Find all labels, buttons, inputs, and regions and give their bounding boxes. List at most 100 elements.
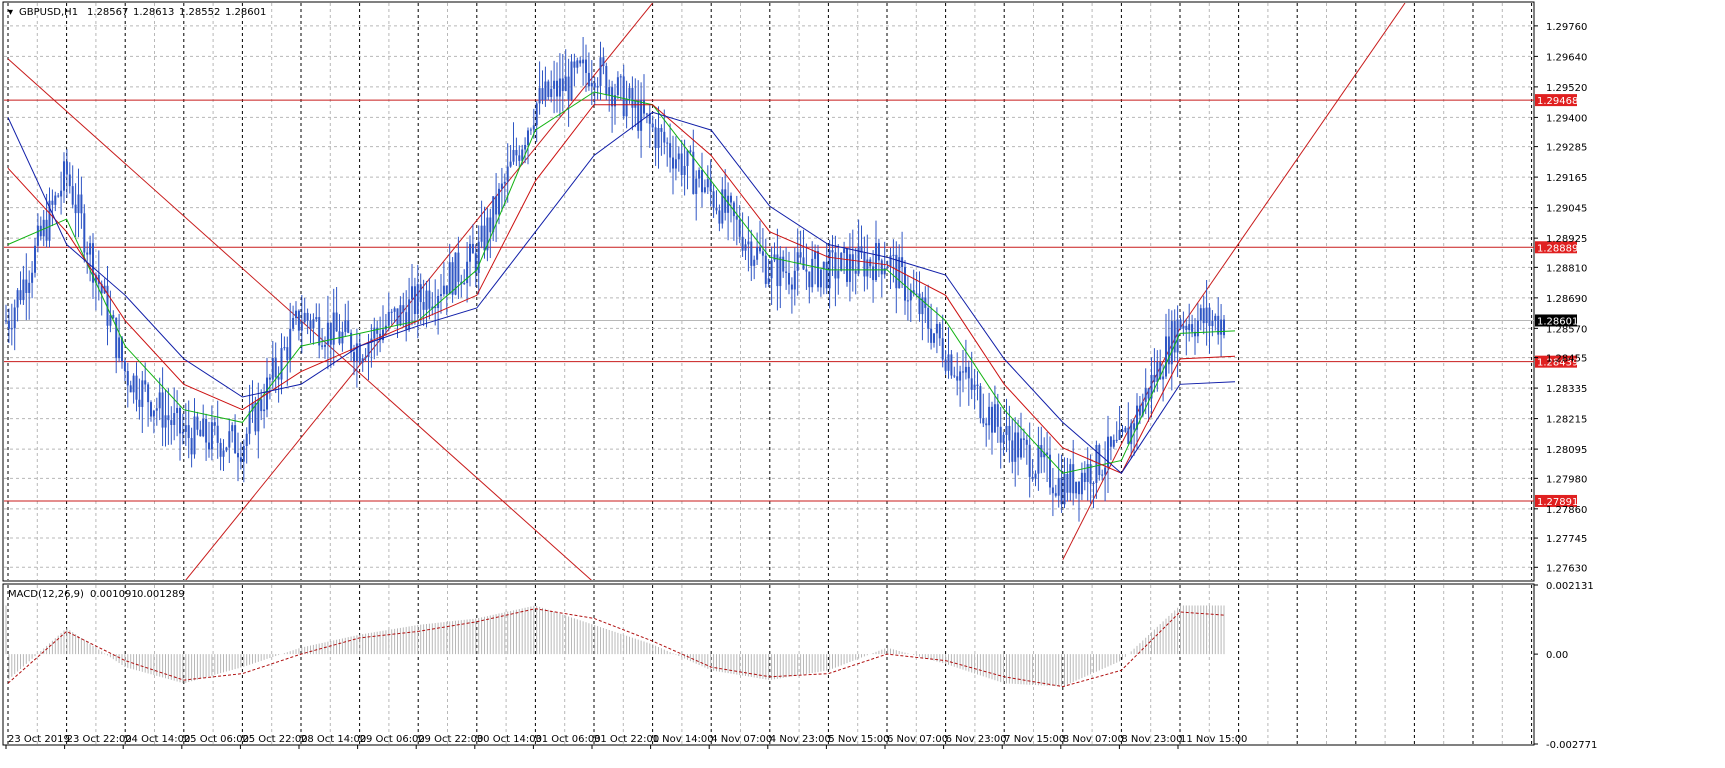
- candle-body: [637, 100, 640, 131]
- candle-body: [234, 425, 237, 454]
- candle-body: [161, 392, 164, 428]
- candle-body: [71, 186, 74, 205]
- candle-body: [309, 320, 312, 329]
- candle-body: [1165, 336, 1167, 377]
- candle-body: [341, 331, 344, 344]
- candle-body: [277, 377, 280, 380]
- candle-body: [735, 216, 738, 220]
- candle-body: [1182, 325, 1185, 329]
- candle-body: [199, 429, 202, 437]
- time-tick-label: 8 Nov 07:00: [1063, 734, 1124, 745]
- candle-body: [500, 183, 503, 189]
- candle-body: [164, 415, 167, 428]
- candle-body: [1051, 487, 1054, 494]
- candle-body: [318, 317, 321, 346]
- candle-body: [790, 284, 793, 290]
- candle-body: [602, 57, 605, 67]
- candle-body: [1014, 432, 1017, 462]
- candle-body: [179, 407, 181, 434]
- candle-body: [202, 418, 205, 437]
- candle-body: [1223, 319, 1225, 336]
- candle-body: [480, 225, 483, 242]
- candle-body: [793, 270, 796, 290]
- candle-body: [909, 290, 912, 301]
- candle-body: [184, 425, 187, 432]
- candle-body: [616, 77, 619, 96]
- candle-body: [387, 311, 390, 326]
- level-price-tag: [1535, 355, 1577, 368]
- candle-body: [666, 142, 669, 144]
- symbol-dropdown-icon[interactable]: ▾: [8, 7, 13, 18]
- candle-body: [973, 384, 976, 390]
- candle-body: [831, 250, 834, 253]
- candle-body: [1121, 429, 1124, 432]
- candle-body: [457, 252, 460, 282]
- candle-body: [573, 61, 576, 68]
- candle-body: [811, 258, 814, 288]
- candle-body: [866, 259, 869, 277]
- candle-body: [237, 453, 239, 458]
- trendline[interactable]: [1179, 3, 1406, 329]
- candle-body: [254, 402, 257, 432]
- price-tick-label: 1.29285: [1546, 143, 1587, 154]
- candle-body: [147, 384, 150, 403]
- candle-body: [880, 260, 883, 275]
- candle-body: [155, 408, 158, 411]
- candle-body: [759, 247, 761, 252]
- horizontal-levels[interactable]: 1.29468 1.28889 1.28439 1.27891 1.28601: [4, 94, 1578, 508]
- candle-body: [271, 358, 274, 380]
- candle-body: [138, 399, 141, 407]
- candle-body: [92, 243, 94, 283]
- candle-body: [698, 170, 701, 179]
- candle-body: [1046, 452, 1049, 455]
- candle-body: [1118, 429, 1121, 440]
- candle-body: [1141, 401, 1144, 416]
- candle-body: [1025, 439, 1028, 445]
- candle-body: [80, 194, 83, 214]
- candle-body: [326, 322, 329, 345]
- candle-body: [364, 357, 367, 359]
- candle-body: [268, 377, 271, 380]
- candle-body: [205, 418, 208, 443]
- candle-body: [5, 320, 7, 322]
- candle-body: [1144, 388, 1147, 402]
- candle-body: [231, 425, 234, 432]
- price-tick-label: 1.28455: [1546, 354, 1587, 365]
- price-tick-label: 1.27980: [1546, 474, 1587, 485]
- candle-body: [962, 371, 964, 373]
- candle-body: [74, 204, 77, 214]
- symbol-label: GBPUSD,H1: [19, 7, 78, 18]
- candle-body: [451, 262, 454, 295]
- candle-body: [411, 286, 413, 300]
- candle-body: [57, 195, 60, 197]
- candle-body: [1020, 438, 1022, 458]
- candle-body: [486, 217, 489, 251]
- candle-body: [1109, 436, 1112, 447]
- candle-body: [1170, 321, 1173, 365]
- candle-body: [576, 60, 579, 68]
- candle-body: [196, 416, 199, 430]
- candle-body: [785, 271, 788, 273]
- trendline[interactable]: [7, 58, 594, 583]
- candle-body: [527, 130, 529, 146]
- candle-body: [503, 181, 506, 184]
- candle-body: [260, 399, 263, 412]
- candle-body: [1208, 307, 1211, 327]
- candle-body: [437, 295, 440, 309]
- candle-body: [1185, 325, 1188, 330]
- candle-body: [471, 243, 474, 254]
- candle-body: [718, 210, 721, 224]
- level-price-tag: [1535, 241, 1577, 254]
- candle-body: [669, 143, 672, 158]
- candle-body: [579, 60, 582, 64]
- candle-body: [834, 252, 837, 279]
- time-tick-label: 5 Nov 15:00: [828, 734, 889, 745]
- candle-body: [144, 380, 147, 385]
- candle-body: [532, 125, 535, 130]
- candle-body: [1017, 432, 1020, 458]
- time-tick-label: 6 Nov 07:00: [887, 734, 948, 745]
- candle-body: [550, 88, 553, 97]
- candle-body: [135, 375, 138, 400]
